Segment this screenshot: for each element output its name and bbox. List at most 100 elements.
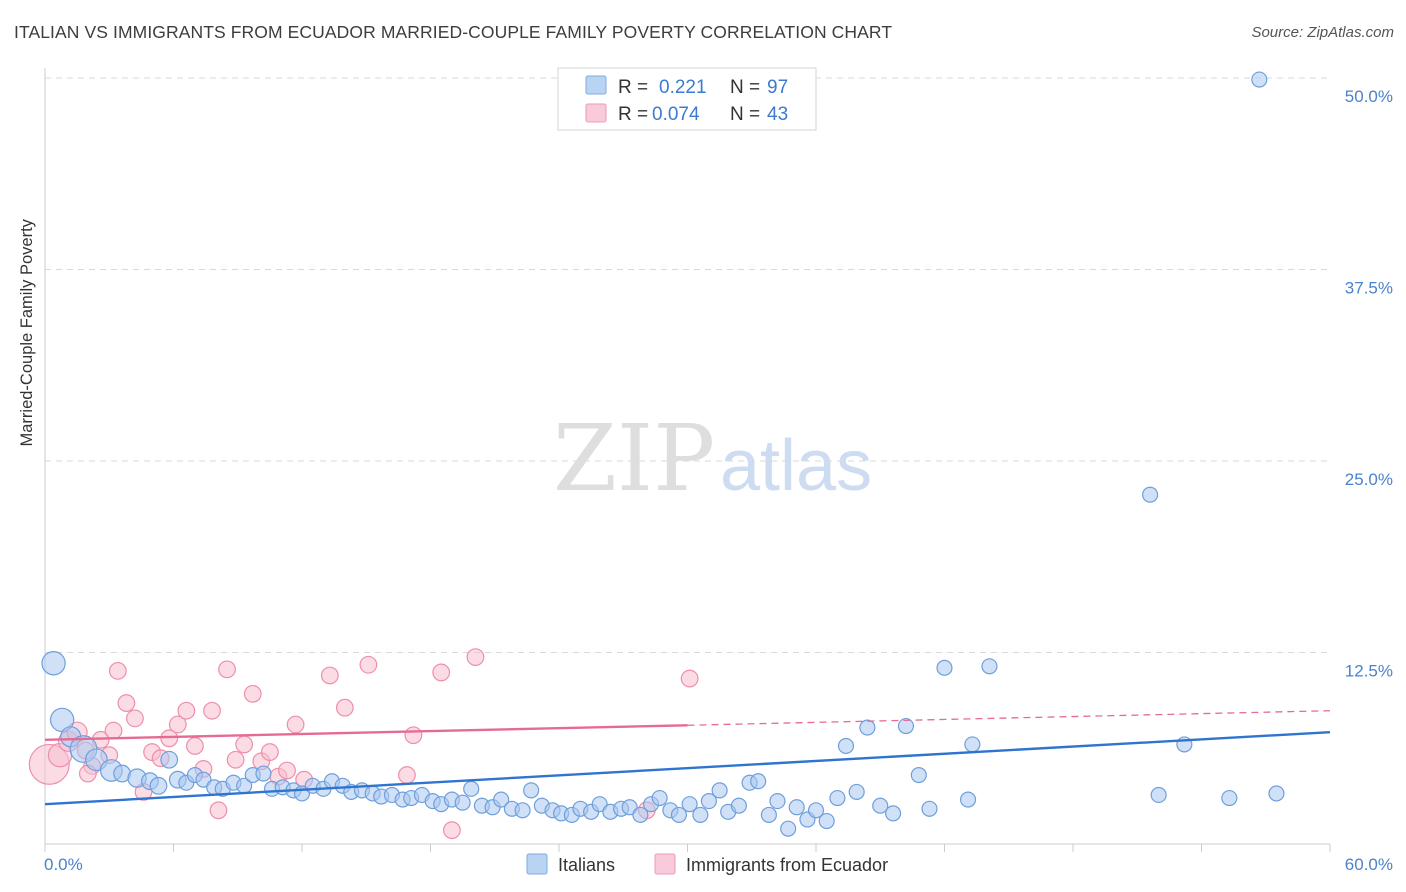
italians-point: [1150, 786, 1167, 804]
series-ecuador-points: [28, 648, 699, 840]
italians-point: [1251, 71, 1268, 88]
y-tick-label: 25.0%: [1345, 470, 1393, 489]
italians-point: [959, 791, 977, 808]
italians-trend-line: [44, 730, 1331, 806]
legend-r-label: R =: [618, 104, 648, 125]
legend-r-value: 0.074: [652, 104, 700, 125]
bottom-legend-italians: Italians: [558, 855, 615, 875]
italians-point: [149, 776, 168, 795]
italians-point: [514, 802, 531, 819]
ecuador-point: [226, 750, 245, 769]
y-tick-labels: 12.5% 25.0% 37.5% 50.0%: [1345, 87, 1393, 681]
italians-point: [807, 802, 825, 819]
series-italians-points: [41, 71, 1285, 837]
y-axis-label: Married-Couple Family Poverty: [18, 219, 37, 446]
italians-point: [981, 658, 998, 675]
legend-box: R = 0.221 N = 97 R = 0.074 N = 43: [557, 67, 817, 131]
y-tick-label: 12.5%: [1345, 662, 1393, 681]
ecuador-point: [260, 743, 279, 761]
ecuador-point: [235, 735, 254, 754]
italians-point: [760, 806, 777, 823]
ecuador-point: [680, 669, 699, 688]
watermark: ZIP atlas: [553, 405, 872, 512]
legend-n-value: 97: [767, 77, 788, 98]
bottom-legend-swatch-ecuador: [654, 853, 676, 875]
chart-title: ITALIAN VS IMMIGRANTS FROM ECUADOR MARRI…: [14, 22, 893, 42]
trend-lines: [44, 710, 1331, 806]
italians-point: [711, 782, 728, 799]
x-tick-labels: 0.0% 60.0%: [44, 855, 1393, 874]
ecuador-point: [104, 721, 123, 740]
italians-point: [818, 812, 835, 830]
italians-point: [829, 789, 846, 807]
ecuador-point: [466, 648, 485, 666]
ecuador-point: [203, 701, 221, 720]
ecuador-point: [432, 663, 451, 682]
y-axis-label-text: Married-Couple Family Poverty: [18, 219, 36, 447]
ecuador-point: [186, 737, 204, 755]
italians-point: [859, 719, 876, 736]
italians-point: [700, 793, 717, 810]
italians-point: [910, 766, 927, 784]
y-tick-label: 37.5%: [1345, 279, 1393, 298]
italians-point: [837, 737, 855, 755]
italians-point: [936, 659, 953, 676]
italians-point: [160, 750, 179, 769]
ecuador-point: [335, 698, 354, 717]
ecuador-point: [177, 701, 196, 720]
italians-point: [41, 651, 66, 676]
ecuador-point: [359, 655, 378, 674]
x-tick-label: 60.0%: [1345, 855, 1393, 874]
bottom-legend-swatch-italians: [526, 853, 548, 875]
ecuador-point: [404, 726, 423, 745]
italians-point: [897, 717, 915, 735]
ecuador-point: [286, 715, 305, 734]
italians-point: [885, 805, 902, 822]
italians-point: [1221, 789, 1238, 807]
axes: [44, 68, 1331, 852]
italians-point: [670, 806, 688, 823]
legend-n-value: 43: [767, 104, 788, 125]
italians-point: [651, 789, 668, 807]
legend-swatch-italians: [585, 75, 607, 95]
italians-point: [921, 800, 938, 817]
y-tick-label: 50.0%: [1345, 87, 1393, 106]
ecuador-point: [278, 761, 296, 780]
ecuador-point: [320, 666, 339, 685]
ecuador-point: [117, 694, 136, 712]
italians-point: [964, 736, 981, 753]
legend-n-label: N =: [730, 104, 760, 125]
grid-lines: [45, 77, 1330, 653]
bottom-legend: Italians Immigrants from Ecuador: [526, 853, 888, 875]
ecuador-point: [243, 684, 262, 703]
legend-r-value: 0.221: [659, 77, 707, 98]
italians-point: [692, 806, 709, 823]
ecuador-point: [443, 821, 461, 840]
italians-point: [1268, 785, 1285, 802]
source-credit: Source: ZipAtlas.com: [1251, 24, 1394, 41]
ecuador-point: [126, 709, 144, 728]
italians-point: [454, 794, 471, 811]
legend-n-label: N =: [730, 77, 760, 98]
italians-point: [769, 793, 786, 810]
ecuador-point: [218, 660, 236, 679]
watermark-zip: ZIP: [553, 405, 715, 512]
ecuador-trend-line-dashed: [687, 710, 1331, 726]
italians-point: [255, 765, 272, 782]
italians-point: [788, 799, 805, 816]
legend-r-label: R =: [618, 77, 648, 98]
italians-point: [848, 783, 865, 800]
italians-point: [632, 806, 649, 823]
italians-point: [750, 773, 767, 790]
italians-point: [872, 797, 889, 814]
ecuador-point: [398, 766, 416, 784]
ecuador-point: [209, 801, 228, 820]
legend-swatch-ecuador: [585, 103, 607, 123]
ecuador-trend-line: [44, 724, 688, 742]
italians-point: [463, 780, 480, 797]
italians-point: [730, 797, 747, 814]
watermark-atlas: atlas: [720, 426, 872, 506]
italians-point: [1142, 486, 1159, 503]
italians-point: [780, 820, 797, 837]
